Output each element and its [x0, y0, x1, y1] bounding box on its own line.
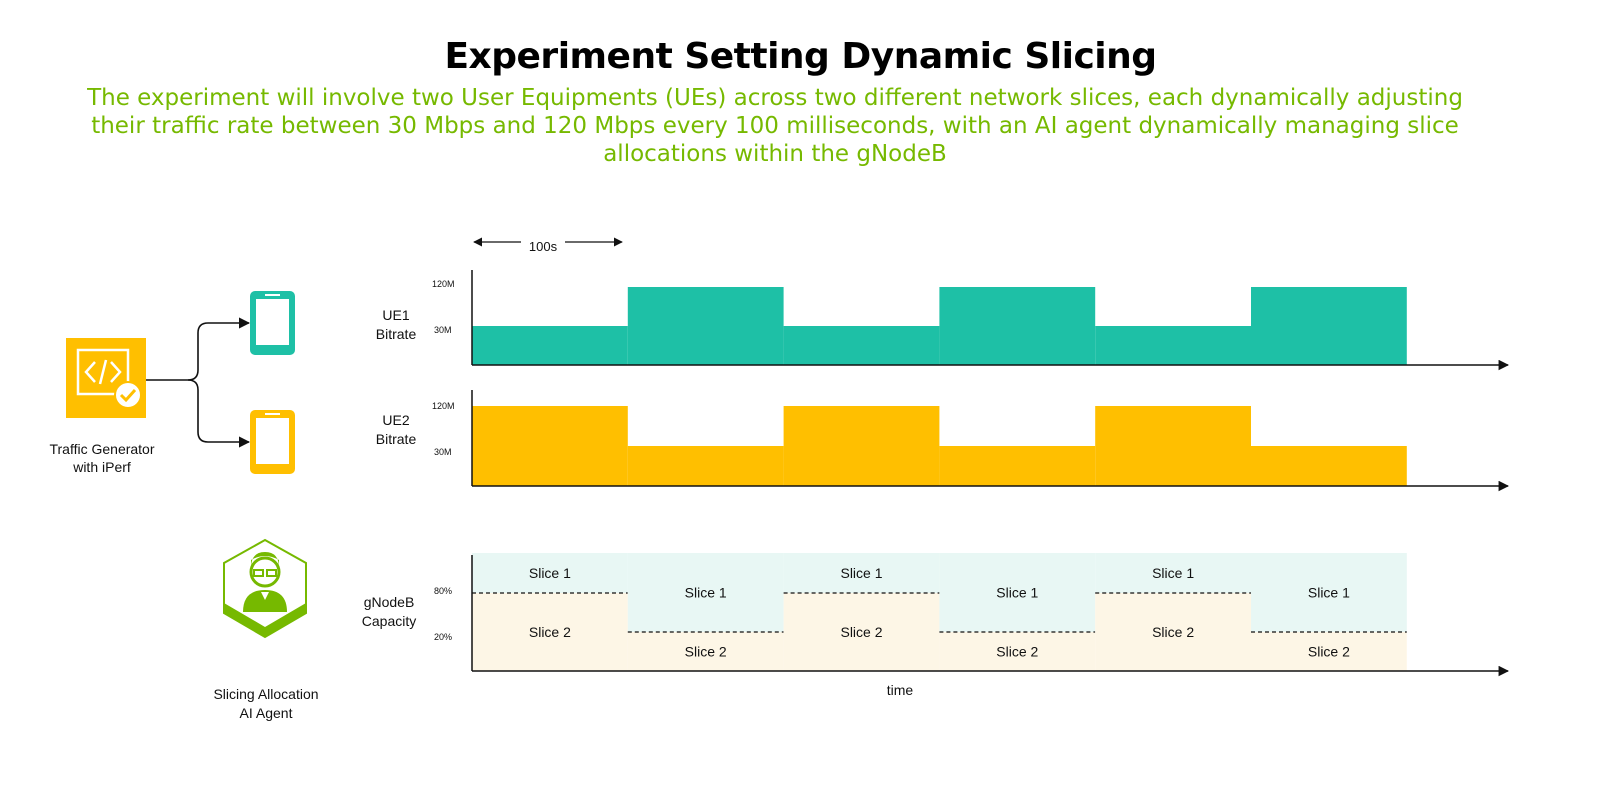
- chart-axes: [471, 270, 1510, 677]
- ue1-bitrate-chart: [472, 287, 1407, 365]
- ai-agent-person-icon: [223, 538, 307, 639]
- ue2-bar: [1251, 446, 1407, 486]
- slice2-label: Slice 2: [529, 624, 571, 640]
- slice2-region: [1251, 632, 1407, 671]
- slice2-region: [472, 593, 628, 671]
- traffic-generator: Traffic Generator with iPerf: [49, 338, 155, 475]
- gnodeb-capacity-chart: Slice 1 Slice 2 Slice 1 Slice 2 Slice 1 Slice…: [472, 553, 1407, 671]
- slice2-region: [627, 632, 784, 671]
- slice1-region: [472, 553, 628, 593]
- slice2-label: Slice 2: [840, 624, 882, 640]
- ue1-tick-low: 30M: [434, 325, 452, 335]
- ue2-bar: [627, 446, 784, 486]
- code-symbol: [76, 348, 142, 409]
- ue2-label-line1: UE2: [382, 412, 409, 428]
- slice1-region: [1095, 553, 1251, 593]
- ue1-bar: [472, 326, 628, 365]
- ue2-bitrate-chart: [472, 406, 1407, 486]
- ue2-tick-high: 120M: [432, 401, 455, 411]
- ue2-label-line2: Bitrate: [376, 431, 417, 447]
- slice1-region: [1251, 553, 1407, 632]
- slice2-label: Slice 2: [996, 644, 1038, 660]
- generator-label-line1: Traffic Generator: [49, 441, 154, 457]
- ue1-bar: [1251, 287, 1407, 365]
- ue1-label-line2: Bitrate: [376, 326, 417, 342]
- ue1-bar: [1095, 326, 1251, 365]
- ue2-bar: [783, 406, 940, 486]
- agent-label-line1: Slicing Allocation: [213, 686, 318, 702]
- ue1-label-line1: UE1: [382, 307, 409, 323]
- page-subtitle: The experiment will involve two User Equ…: [87, 85, 1463, 167]
- slice2-label: Slice 2: [1308, 644, 1350, 660]
- slice1-region: [939, 553, 1096, 632]
- slice1-label: Slice 1: [996, 585, 1038, 601]
- slice1-region: [627, 553, 784, 632]
- ue2-bar: [939, 446, 1096, 486]
- interval-label: 100s: [529, 239, 558, 254]
- ue1-bar: [627, 287, 784, 365]
- gnb-tick-low: 20%: [434, 632, 452, 642]
- slice2-region: [939, 632, 1096, 671]
- ue2-bar: [472, 406, 628, 486]
- page-title: Experiment Setting Dynamic Slicing: [444, 36, 1157, 77]
- ue1-tick-high: 120M: [432, 279, 455, 289]
- slice1-region: [783, 553, 940, 593]
- time-axis-label: time: [887, 682, 914, 698]
- slice2-region: [1095, 593, 1251, 671]
- smartphone-icon: [250, 291, 295, 355]
- slice1-label: Slice 1: [840, 565, 882, 581]
- gnb-label-line1: gNodeB: [364, 594, 415, 610]
- slice2-label: Slice 2: [1152, 624, 1194, 640]
- gnb-label-line2: Capacity: [362, 613, 416, 629]
- agent-label-line2: AI Agent: [240, 705, 293, 721]
- generator-connectors: [146, 317, 251, 448]
- slice1-label: Slice 1: [685, 585, 727, 601]
- ue2-tick-low: 30M: [434, 447, 452, 457]
- ue1-bar: [783, 326, 940, 365]
- slice2-label: Slice 2: [685, 644, 727, 660]
- gnb-tick-high: 80%: [434, 586, 452, 596]
- ue2-bar: [1095, 406, 1251, 486]
- slice1-label: Slice 1: [529, 565, 571, 581]
- smartphone-icon: [250, 410, 295, 474]
- slice2-region: [783, 593, 940, 671]
- slice1-label: Slice 1: [1152, 565, 1194, 581]
- interval-marker: 100s: [473, 237, 623, 254]
- ue1-bar: [939, 287, 1096, 365]
- slice1-label: Slice 1: [1308, 585, 1350, 601]
- generator-label-line2: with iPerf: [72, 459, 131, 475]
